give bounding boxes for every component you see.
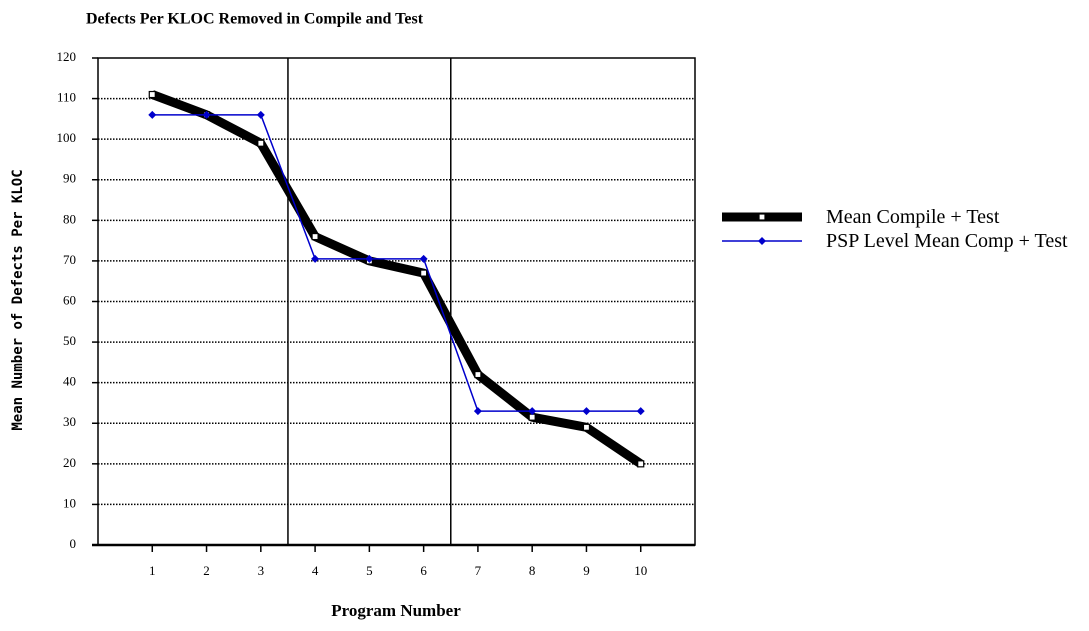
point <box>365 254 374 263</box>
point <box>637 460 645 468</box>
series-line <box>152 114 641 412</box>
y-tick-label: 120 <box>57 49 77 64</box>
x-axis-label: Program Number <box>331 601 461 620</box>
y-axis-label: Mean Number of Defects Per KLOC <box>10 169 26 430</box>
x-tick-label: 2 <box>203 563 210 578</box>
y-tick-label: 50 <box>63 333 76 348</box>
point <box>473 407 482 416</box>
y-tick-label: 60 <box>63 292 76 307</box>
point <box>256 110 265 119</box>
x-tick-label: 4 <box>312 563 319 578</box>
point <box>148 110 157 119</box>
point <box>420 269 428 277</box>
series-line <box>150 90 644 468</box>
x-tick-label: 8 <box>529 563 536 578</box>
point <box>419 254 428 263</box>
legend-key <box>722 237 802 245</box>
legend-key <box>722 212 802 222</box>
legend-label: Mean Compile + Test <box>826 206 1000 228</box>
point <box>311 232 319 241</box>
point <box>582 407 591 416</box>
point <box>528 407 537 416</box>
x-tick-label: 9 <box>583 563 590 578</box>
point <box>202 110 211 119</box>
x-tick-label: 10 <box>634 563 647 578</box>
legend-label: PSP Level Mean Comp + Test <box>826 230 1068 252</box>
x-tick-label: 6 <box>420 563 427 578</box>
x-tick-label: 7 <box>475 563 482 578</box>
y-tick-label: 30 <box>63 414 76 429</box>
point <box>758 237 766 245</box>
legend: Mean Compile + Test PSP Level Mean Comp +… <box>720 205 1080 253</box>
point <box>636 407 645 416</box>
y-tick-label: 0 <box>70 536 77 551</box>
y-tick-label: 40 <box>63 374 76 389</box>
y-tick-label: 100 <box>57 130 77 145</box>
x-tick-label: 5 <box>366 563 373 578</box>
legend-item: PSP Level Mean Comp + Test <box>720 229 1080 253</box>
chart-title: Defects Per KLOC Removed in Compile and … <box>86 11 424 28</box>
point <box>148 90 156 99</box>
x-tick-label: 3 <box>258 563 265 578</box>
point <box>758 213 766 221</box>
y-tick-label: 90 <box>63 171 76 186</box>
y-tick-label: 20 <box>63 455 76 470</box>
y-tick-label: 80 <box>63 211 76 226</box>
x-tick-label: 1 <box>149 563 156 578</box>
y-tick-label: 10 <box>63 495 76 510</box>
point <box>474 370 482 379</box>
point <box>257 139 265 147</box>
y-tick-label: 70 <box>63 252 76 267</box>
point <box>582 423 591 431</box>
legend-item: Mean Compile + Test <box>720 205 1080 229</box>
y-tick-label: 110 <box>57 90 76 105</box>
point <box>311 254 320 263</box>
